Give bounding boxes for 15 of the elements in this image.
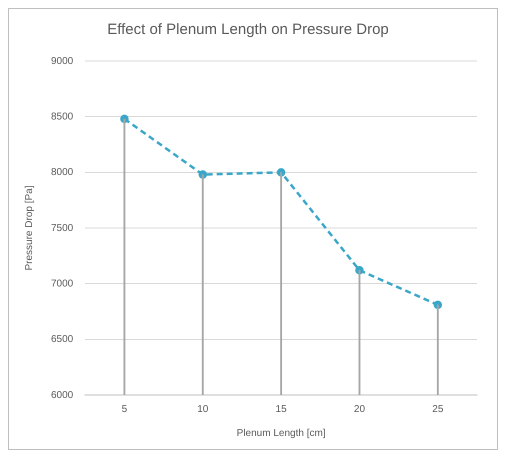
y-tick-label: 9000 (50, 56, 74, 67)
y-tick-label: 7000 (50, 278, 74, 290)
y-tick-label: 6000 (50, 390, 74, 401)
x-axis-title: Plenum Length [cm] (236, 428, 326, 439)
y-tick-label: 7500 (50, 222, 74, 234)
x-tick-label: 20 (354, 404, 366, 415)
y-tick-label: 8000 (50, 167, 74, 178)
y-tick-label: 8500 (50, 111, 74, 122)
x-tick-label: 10 (197, 404, 209, 415)
x-tick-label: 25 (432, 404, 444, 415)
chart-title: Effect of Plenum Length on Pressure Drop (107, 21, 389, 38)
x-tick-label: 5 (122, 404, 128, 415)
y-tick-label: 6500 (50, 334, 74, 346)
x-tick-label: 15 (276, 404, 288, 415)
y-axis-title: Pressure Drop [Pa] (24, 185, 35, 271)
